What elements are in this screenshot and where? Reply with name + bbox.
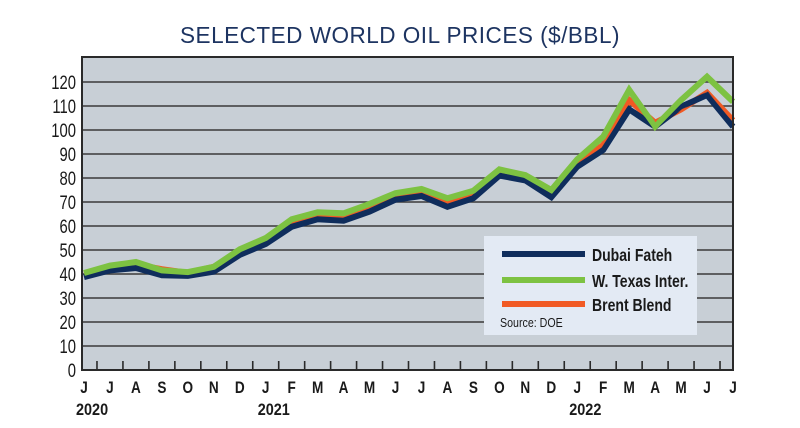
x-tick-label: A [443,379,453,398]
x-tick-label: J [703,379,711,398]
x-tick-label: N [209,379,219,398]
x-tick-label: O [183,379,194,398]
legend-label-w-texas-inter: W. Texas Inter. [592,271,688,291]
x-tick-label: F [288,379,296,398]
y-tick-label: 70 [60,192,76,213]
y-tick-label: 90 [60,144,76,165]
x-tick-label: J [418,379,426,398]
x-tick-label: D [546,379,556,398]
x-tick-label: A [339,379,349,398]
plot-border [81,56,734,371]
x-tick-label: J [262,379,270,398]
y-tick-label: 20 [60,312,76,333]
x-tick-label: S [157,379,166,398]
y-tick-label: 80 [60,168,76,189]
y-tick-label: 40 [60,264,76,285]
series-lines [83,72,736,281]
legend: Dubai Fateh W. Texas Inter. Brent Blend Sou… [484,236,697,335]
series-line-dubai-fateh-overlay [560,91,733,191]
x-tick-label: M [624,379,635,398]
chart-title: SELECTED WORLD OIL PRICES ($/BBL) [180,22,620,48]
y-tick-label: 50 [60,240,76,261]
x-tick-label: O [494,379,505,398]
x-tick-label: M [675,379,686,398]
x-tick-label: M [364,379,375,398]
year-label: 2020 [76,401,108,419]
x-tick-label: D [235,379,245,398]
x-tick-label: J [392,379,400,398]
legend-label-dubai-fateh: Dubai Fateh [592,245,672,265]
x-tick-label: J [80,379,88,398]
y-tick-label: 30 [60,288,76,309]
x-tick-label: M [312,379,323,398]
year-label: 2021 [258,401,290,419]
y-tick-label: 100 [51,120,76,141]
source-note: Source: DOE [500,315,563,330]
x-tick-label: S [469,379,478,398]
y-tick-label: 0 [68,360,76,381]
y-tick-label: 110 [52,96,76,117]
y-tick-label: 60 [60,216,76,237]
x-tick-label: J [106,379,114,398]
x-tick-label: A [650,379,660,398]
x-tick-label: F [599,379,607,398]
y-tick-label: 10 [60,336,76,357]
series-line-brent-blend-overlay [560,91,733,185]
legend-label-brent-blend: Brent Blend [592,295,671,315]
x-tick-label: N [520,379,530,398]
x-tick-label: A [131,379,141,398]
year-label: 2022 [569,401,601,419]
y-tick-label: 120 [51,72,76,93]
x-tick-label: J [573,379,581,398]
x-tick-label: J [729,379,737,398]
series-line-w-texas-inter-overlay [560,72,733,184]
y-axis-tick-labels: 0 10 20 30 40 50 60 70 80 90 100 110 120 [51,72,76,381]
